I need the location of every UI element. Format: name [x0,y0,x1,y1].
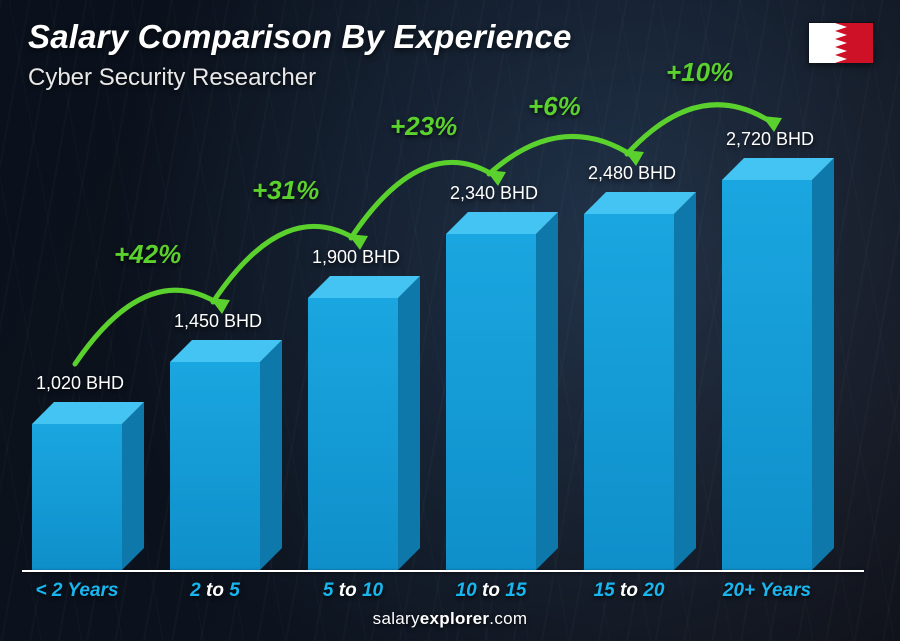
flag-white-band [809,23,835,63]
bar-side [536,212,558,570]
footer-text-bold: explorer [420,609,490,628]
footer-text-pre: salary [373,609,420,628]
chart-bar: 1,020 BHD< 2 Years [32,424,122,570]
cat-mid: to [615,580,644,601]
bar-front [32,424,122,570]
bar-front [722,180,812,570]
delta-pct-label: +23% [390,111,457,142]
bar-category-label: 20+ Years [722,580,812,602]
bar-value-label: 2,720 BHD [726,129,814,150]
country-flag-bahrain [808,22,874,64]
bar-front [446,234,536,570]
chart-bar: 1,900 BHD5 to 10 [308,298,398,570]
cat-post: Years [755,580,811,601]
delta-pct-label: +31% [252,175,319,206]
delta-pct-label: +10% [666,57,733,88]
cat-pre: 15 [594,580,615,601]
cat-pre: 20+ [723,580,755,601]
bar-value-label: 1,020 BHD [36,373,124,394]
cat-post: 15 [505,580,526,601]
bar-value-label: 2,480 BHD [588,163,676,184]
cat-mid: to [477,580,506,601]
bar-front [308,298,398,570]
page-title: Salary Comparison By Experience [28,18,572,56]
bar-side [260,340,282,570]
cat-pre: 2 [190,580,201,601]
footer-text-post: .com [489,609,527,628]
delta-pct-label: +42% [114,239,181,270]
infographic-canvas: Salary Comparison By Experience Cyber Se… [0,0,900,641]
chart-bar: 2,340 BHD10 to 15 [446,234,536,570]
bar-category-label: 5 to 10 [308,580,398,602]
bar-category-label: 2 to 5 [170,580,260,602]
bar-category-label: 10 to 15 [446,580,536,602]
chart-bar: 2,720 BHD20+ Years [722,180,812,570]
cat-mid: to [333,580,362,601]
cat-post: 10 [362,580,383,601]
page-subtitle: Cyber Security Researcher [28,64,316,92]
bar-value-label: 2,340 BHD [450,183,538,204]
bar-side [812,158,834,570]
chart-baseline [22,570,864,572]
cat-mid: to [201,580,230,601]
cat-pre: 5 [323,580,334,601]
bar-category-label: < 2 Years [32,580,122,602]
cat-pre: < 2 [36,580,63,601]
bar-side [122,402,144,570]
delta-pct-label: +6% [528,91,581,122]
bar-category-label: 15 to 20 [584,580,674,602]
chart-bar: 2,480 BHD15 to 20 [584,214,674,570]
footer-credit: salaryexplorer.com [0,609,900,629]
cat-pre: 10 [456,580,477,601]
bar-side [674,192,696,570]
bar-value-label: 1,450 BHD [174,311,262,332]
bar-front [170,362,260,570]
bar-side [398,276,420,570]
cat-post: Years [62,580,118,601]
chart-bar: 1,450 BHD2 to 5 [170,362,260,570]
bar-front [584,214,674,570]
bar-value-label: 1,900 BHD [312,247,400,268]
cat-post: 20 [643,580,664,601]
cat-post: 5 [229,580,240,601]
